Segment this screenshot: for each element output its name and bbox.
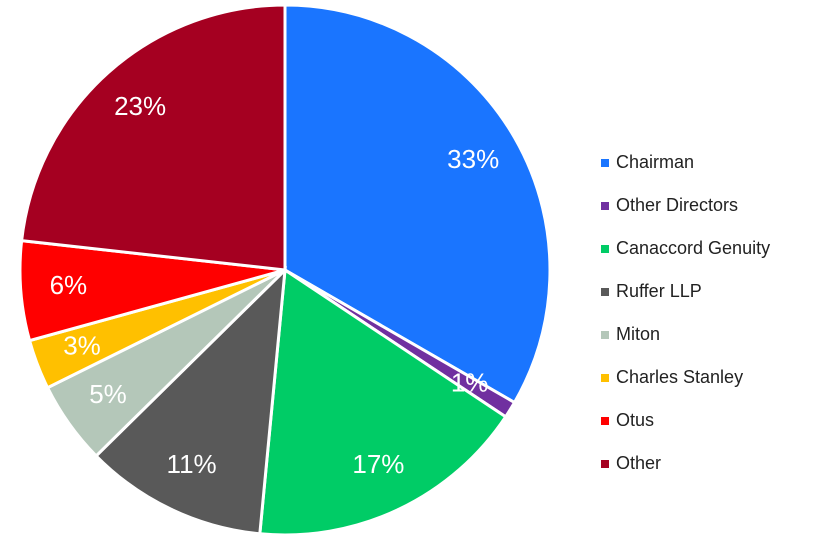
legend-label: Canaccord Genuity [616,238,770,258]
legend-label: Otus [616,410,654,430]
legend-label: Other Directors [616,195,738,215]
pie-slice [19,3,287,272]
pie-slice [94,266,287,536]
legend-label: Miton [616,324,660,344]
legend-label: Charles Stanley [616,367,743,387]
pie-slice [283,3,552,405]
legend-label: Chairman [616,152,694,172]
legend-swatch [601,331,609,339]
slice-label: 23% [114,91,166,121]
legend-swatch [601,245,609,253]
legend-label: Other [616,453,661,473]
legend-swatch [601,460,609,468]
slice-label: 6% [50,270,88,300]
slice-label: 33% [447,144,499,174]
legend-swatch [601,288,609,296]
legend-swatch [601,374,609,382]
pie-slice [258,267,508,536]
slice-label: 3% [63,330,101,360]
slice-label: 17% [352,449,404,479]
legend-swatch [601,417,609,425]
legend-swatch [601,159,609,167]
legend-swatch [601,202,609,210]
slice-label: 5% [89,379,127,409]
slice-label: 11% [167,449,217,479]
legend-label: Ruffer LLP [616,281,702,301]
slice-label: 1% [451,367,489,397]
